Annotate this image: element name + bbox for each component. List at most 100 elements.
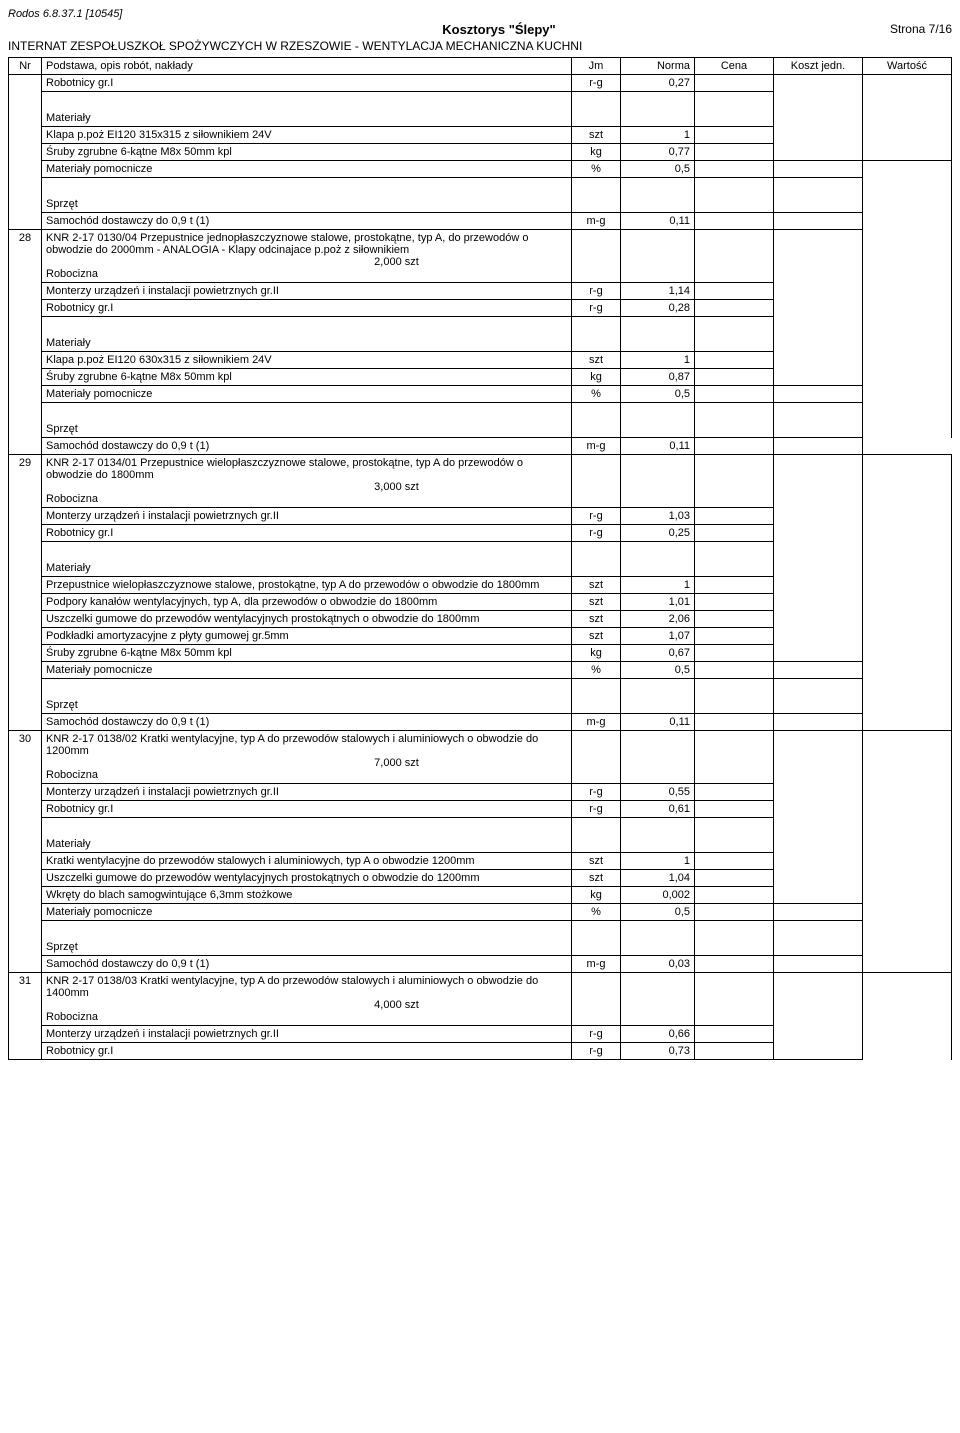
jm-cell: szt bbox=[572, 853, 621, 870]
page-number: Strona 7/16 bbox=[890, 22, 952, 37]
section-sprzet: Sprzęt bbox=[42, 697, 572, 714]
jm-cell: m-g bbox=[572, 213, 621, 230]
norma-cell: 0,27 bbox=[621, 75, 695, 92]
item-label: Samochód dostawczy do 0,9 t (1) bbox=[42, 213, 572, 230]
col-desc: Podstawa, opis robót, nakłady bbox=[42, 58, 572, 75]
item-label: Uszczelki gumowe do przewodów wentylacyj… bbox=[42, 870, 572, 887]
jm-cell: r-g bbox=[572, 1043, 621, 1060]
jm-cell: % bbox=[572, 161, 621, 178]
jm-cell: kg bbox=[572, 144, 621, 161]
nr-cell: 31 bbox=[9, 973, 42, 1026]
jm-cell: szt bbox=[572, 870, 621, 887]
section-materialy: Materiały bbox=[42, 335, 572, 352]
jm-cell: m-g bbox=[572, 956, 621, 973]
section-materialy: Materiały bbox=[42, 110, 572, 127]
item-label: Uszczelki gumowe do przewodów wentylacyj… bbox=[42, 611, 572, 628]
section-robocizna: Robocizna bbox=[46, 493, 98, 505]
jm-cell: szt bbox=[572, 352, 621, 369]
norma-cell: 0,87 bbox=[621, 369, 695, 386]
item-label: Robotnicy gr.I bbox=[42, 300, 572, 317]
item-label: Samochód dostawczy do 0,9 t (1) bbox=[42, 714, 572, 731]
norma-cell: 0,11 bbox=[621, 714, 695, 731]
norma-cell: 1,04 bbox=[621, 870, 695, 887]
item-label: Robotnicy gr.I bbox=[42, 75, 572, 92]
section-materialy: Materiały bbox=[42, 560, 572, 577]
jm-cell: kg bbox=[572, 369, 621, 386]
col-norma: Norma bbox=[621, 58, 695, 75]
nr-cell: 29 bbox=[9, 455, 42, 508]
jm-cell: r-g bbox=[572, 525, 621, 542]
norma-cell: 2,06 bbox=[621, 611, 695, 628]
item-label: Materiały pomocnicze bbox=[42, 386, 572, 403]
norma-cell: 0,73 bbox=[621, 1043, 695, 1060]
col-nr: Nr bbox=[9, 58, 42, 75]
jm-cell: r-g bbox=[572, 283, 621, 300]
norma-cell: 1 bbox=[621, 577, 695, 594]
section-sprzet: Sprzęt bbox=[42, 939, 572, 956]
item-label: Materiały pomocnicze bbox=[42, 161, 572, 178]
norma-cell: 0,61 bbox=[621, 801, 695, 818]
item-label: Klapa p.poż EI120 315x315 z siłownikiem … bbox=[42, 127, 572, 144]
norma-cell: 0,25 bbox=[621, 525, 695, 542]
jm-cell: % bbox=[572, 904, 621, 921]
app-version: Rodos 6.8.37.1 [10545] bbox=[8, 8, 952, 20]
jm-cell: % bbox=[572, 386, 621, 403]
jm-cell: szt bbox=[572, 628, 621, 645]
item-label: Podpory kanałów wentylacyjnych, typ A, d… bbox=[42, 594, 572, 611]
norma-cell: 0,67 bbox=[621, 645, 695, 662]
jm-cell: m-g bbox=[572, 438, 621, 455]
item-desc: KNR 2-17 0134/01 Przepustnice wielopłasz… bbox=[42, 455, 572, 508]
item-label: Samochód dostawczy do 0,9 t (1) bbox=[42, 956, 572, 973]
jm-cell: r-g bbox=[572, 75, 621, 92]
norma-cell: 0,11 bbox=[621, 213, 695, 230]
estimate-table: Nr Podstawa, opis robót, nakłady Jm Norm… bbox=[8, 57, 952, 1060]
norma-cell: 0,11 bbox=[621, 438, 695, 455]
jm-cell: r-g bbox=[572, 801, 621, 818]
item-qty: 4,000 szt bbox=[46, 999, 567, 1011]
section-sprzet: Sprzęt bbox=[42, 421, 572, 438]
jm-cell: kg bbox=[572, 887, 621, 904]
item-label: Materiały pomocnicze bbox=[42, 662, 572, 679]
item-desc: KNR 2-17 0138/03 Kratki wentylacyjne, ty… bbox=[42, 973, 572, 1026]
jm-cell: szt bbox=[572, 577, 621, 594]
item-label: KNR 2-17 0138/02 Kratki wentylacyjne, ty… bbox=[46, 733, 538, 757]
norma-cell: 0,5 bbox=[621, 662, 695, 679]
norma-cell: 1 bbox=[621, 352, 695, 369]
jm-cell: szt bbox=[572, 611, 621, 628]
doc-subtitle: INTERNAT ZESPOŁUSZKOŁ SPOŻYWCZYCH W RZES… bbox=[8, 39, 952, 53]
col-wartosc: Wartość bbox=[863, 58, 952, 75]
jm-cell: kg bbox=[572, 645, 621, 662]
item-label: Materiały pomocnicze bbox=[42, 904, 572, 921]
item-label: KNR 2-17 0138/03 Kratki wentylacyjne, ty… bbox=[46, 975, 538, 999]
norma-cell: 1,01 bbox=[621, 594, 695, 611]
norma-cell: 0,77 bbox=[621, 144, 695, 161]
item-label: Robotnicy gr.I bbox=[42, 1043, 572, 1060]
section-robocizna: Robocizna bbox=[46, 268, 98, 280]
item-qty: 7,000 szt bbox=[46, 757, 567, 769]
norma-cell: 0,55 bbox=[621, 784, 695, 801]
jm-cell: % bbox=[572, 662, 621, 679]
nr-cell: 30 bbox=[9, 731, 42, 784]
section-materialy: Materiały bbox=[42, 836, 572, 853]
doc-title: Kosztorys "Ślepy" bbox=[108, 22, 890, 37]
item-label: KNR 2-17 0130/04 Przepustnice jednopłasz… bbox=[46, 232, 528, 256]
norma-cell: 0,5 bbox=[621, 386, 695, 403]
norma-cell: 0,66 bbox=[621, 1026, 695, 1043]
norma-cell: 0,5 bbox=[621, 161, 695, 178]
nr-cell: 28 bbox=[9, 230, 42, 283]
norma-cell: 0,03 bbox=[621, 956, 695, 973]
item-label: Monterzy urządzeń i instalacji powietrzn… bbox=[42, 283, 572, 300]
item-label: Śruby zgrubne 6-kątne M8x 50mm kpl bbox=[42, 369, 572, 386]
norma-cell: 1 bbox=[621, 853, 695, 870]
item-label: Kratki wentylacyjne do przewodów stalowy… bbox=[42, 853, 572, 870]
norma-cell: 1,07 bbox=[621, 628, 695, 645]
item-label: Wkręty do blach samogwintujące 6,3mm sto… bbox=[42, 887, 572, 904]
col-koszt: Koszt jedn. bbox=[774, 58, 863, 75]
item-label: Klapa p.poż EI120 630x315 z siłownikiem … bbox=[42, 352, 572, 369]
item-label: Podkładki amortyzacyjne z płyty gumowej … bbox=[42, 628, 572, 645]
norma-cell: 1,03 bbox=[621, 508, 695, 525]
norma-cell: 0,002 bbox=[621, 887, 695, 904]
jm-cell: szt bbox=[572, 127, 621, 144]
col-cena: Cena bbox=[695, 58, 774, 75]
section-robocizna: Robocizna bbox=[46, 769, 98, 781]
